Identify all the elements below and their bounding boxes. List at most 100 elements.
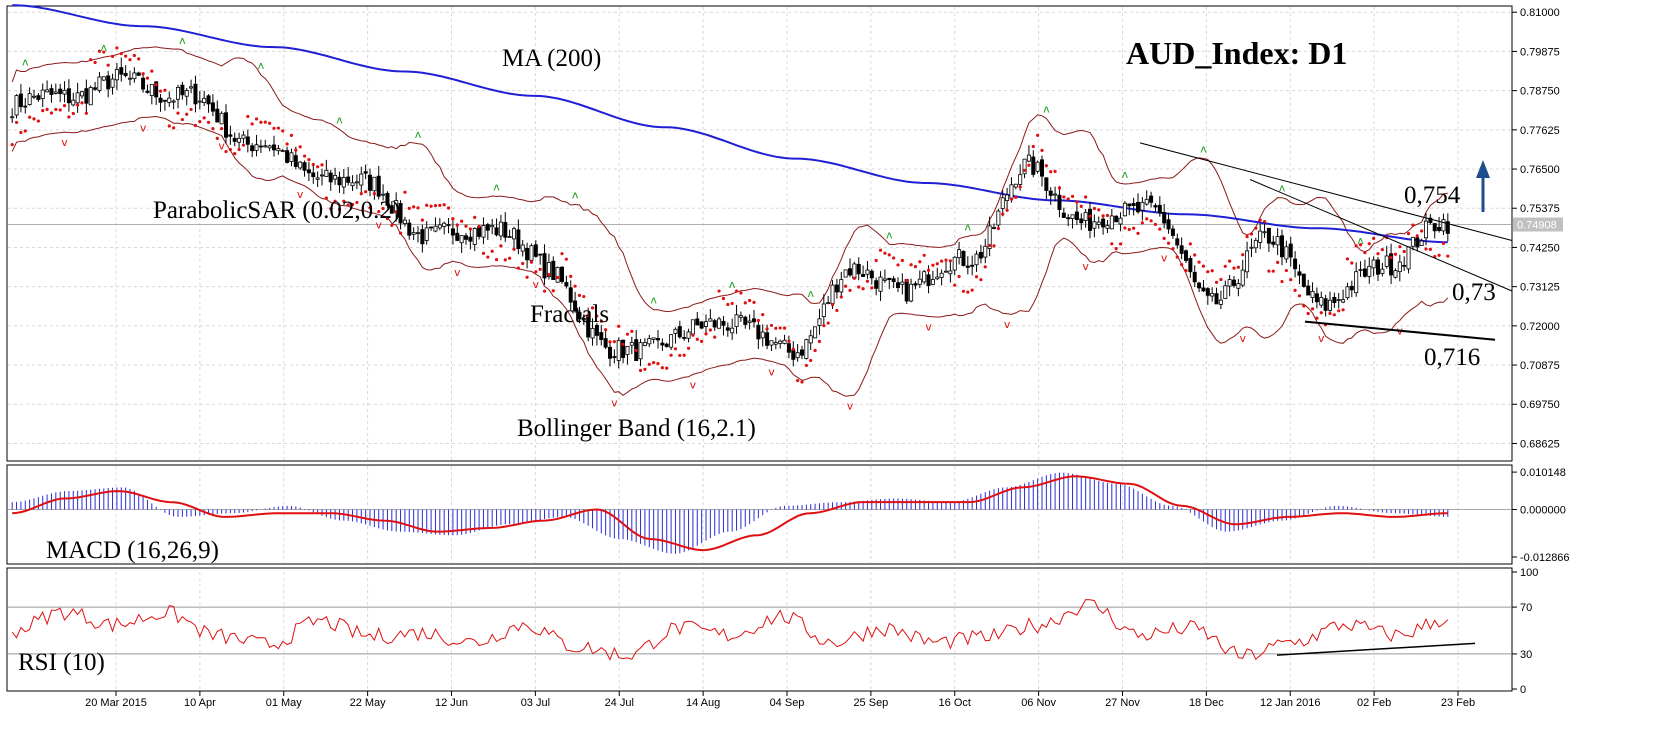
candle-body (49, 88, 54, 95)
candle (1380, 262, 1385, 277)
rsi-panel (6, 567, 1513, 692)
ma-label: MA (200) (502, 45, 601, 72)
candle-body (245, 136, 250, 145)
candle-body (1223, 285, 1228, 299)
candle-body (1445, 221, 1450, 234)
candle-body (725, 327, 730, 331)
sar-dot (556, 275, 560, 280)
candle (974, 250, 979, 272)
axis-labels: 0.81000 0.79875 0.78750 0.77625 0.76500 0.753… (85, 7, 1569, 709)
candle-body (302, 162, 307, 171)
candle (215, 100, 220, 123)
candle (481, 217, 486, 245)
candle-body (158, 97, 163, 103)
sar-dot (625, 332, 630, 336)
candle (804, 338, 809, 360)
candle (324, 159, 329, 177)
candle-body (315, 177, 320, 180)
candle-body (162, 99, 167, 102)
sar-dot (398, 231, 403, 235)
candle-body (1026, 154, 1031, 162)
candle (1136, 193, 1141, 214)
candle-body (669, 334, 674, 348)
candle-body (402, 219, 407, 224)
sar-dot (935, 262, 939, 266)
candle (577, 306, 582, 324)
candle (450, 220, 455, 245)
sar-dot (359, 191, 363, 196)
sar-dot (23, 129, 27, 133)
sar-dot (1424, 247, 1428, 251)
candle (311, 163, 316, 184)
candle (1210, 287, 1215, 302)
sar-dot (36, 119, 40, 123)
sar-dot (940, 259, 944, 263)
sar-dot (1258, 218, 1262, 222)
candle (219, 111, 224, 125)
candle-body (786, 343, 791, 353)
sar-dot (726, 302, 730, 307)
candle (834, 278, 839, 299)
candle-body (319, 174, 324, 177)
candle (162, 99, 167, 111)
candle (206, 94, 211, 113)
candle (1157, 196, 1162, 217)
candle (1358, 261, 1363, 277)
candle (132, 67, 137, 83)
fractal-up-icon: ʌ (1043, 103, 1050, 116)
candle (1349, 280, 1354, 298)
candle (1214, 287, 1219, 305)
rsi-tick-label: 0 (1520, 684, 1526, 696)
fractal-up-icon: ʌ (729, 278, 736, 291)
sar-dot (590, 306, 595, 310)
candle-body (14, 95, 19, 116)
candle-body (594, 325, 599, 336)
candle (660, 338, 665, 352)
candle-body (372, 176, 377, 192)
candle-body (1380, 268, 1385, 274)
price-tick-label: 0.68625 (1520, 438, 1560, 450)
sar-dot (739, 291, 743, 295)
sar-dot (787, 339, 791, 343)
sar-dot (1354, 244, 1358, 248)
sar-dot (756, 318, 760, 323)
price-tick-label: 0.75375 (1520, 203, 1560, 215)
sar-dot (233, 152, 237, 156)
candle-body (1205, 288, 1210, 296)
candle (560, 266, 565, 284)
sar-dot (499, 244, 503, 248)
sar-dot (608, 340, 612, 344)
candle (223, 104, 228, 144)
candle-body (1245, 250, 1250, 273)
candle (106, 70, 111, 98)
sar-dot (1118, 242, 1123, 246)
sar-dot (1372, 236, 1376, 241)
candle (433, 217, 438, 233)
sar-dot (1175, 255, 1179, 259)
candle (1371, 256, 1376, 277)
candle (245, 129, 250, 153)
candle (533, 240, 538, 258)
candle (424, 221, 429, 245)
candle (1109, 208, 1114, 230)
macd-tick-label: 0.000000 (1520, 505, 1566, 517)
candle-body (568, 287, 573, 303)
candle-body (1057, 194, 1062, 211)
candle-body (415, 232, 420, 235)
sar-dot (883, 251, 887, 255)
candle-body (285, 150, 290, 163)
candle (241, 131, 246, 144)
rsi-tick-label: 30 (1520, 649, 1532, 661)
sar-dot (1367, 242, 1371, 246)
candle (542, 244, 547, 285)
sar-dot (385, 216, 390, 221)
candle (1057, 185, 1062, 218)
candle-body (293, 155, 298, 167)
candle (398, 200, 403, 230)
candle-body (856, 263, 861, 275)
candle (1044, 177, 1049, 200)
sar-dot (128, 58, 132, 62)
candle (141, 74, 146, 93)
fractal-up-icon: ʌ (965, 220, 972, 233)
price-tick-label: 0.76500 (1520, 164, 1560, 176)
